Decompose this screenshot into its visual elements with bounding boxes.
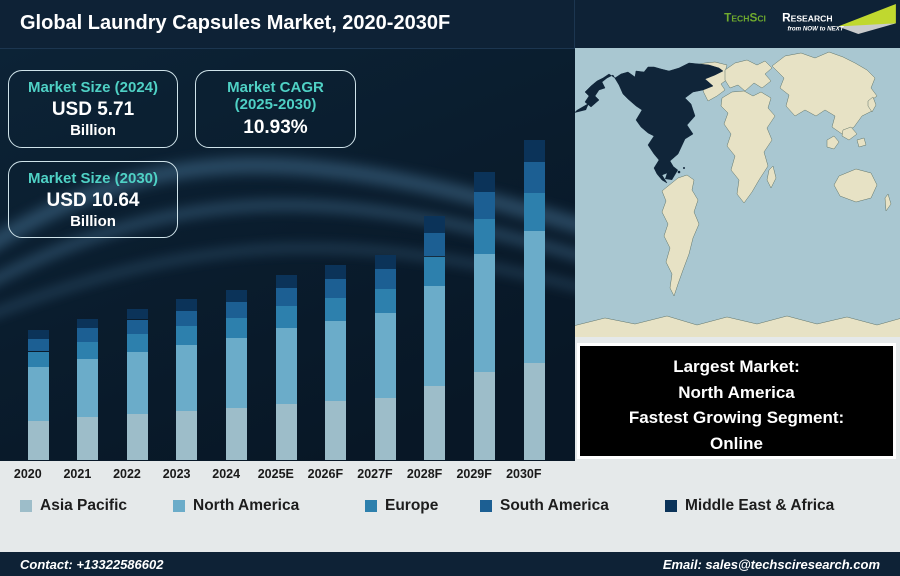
svg-text:TECHSCI: TECHSCI	[724, 11, 766, 25]
svg-text:RESEARCH: RESEARCH	[782, 11, 832, 25]
svg-text:from NOW to NEXT: from NOW to NEXT	[787, 25, 844, 32]
